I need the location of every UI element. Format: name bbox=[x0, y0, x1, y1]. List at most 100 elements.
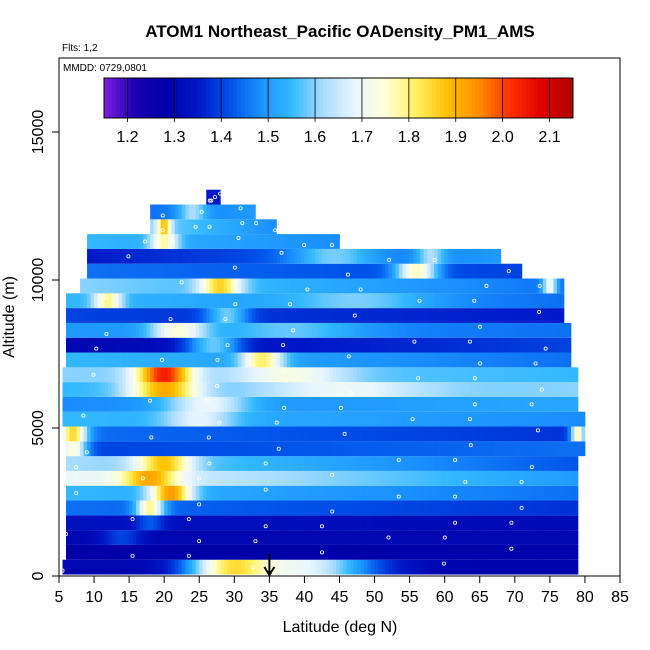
heatmap-cell bbox=[174, 470, 179, 486]
heatmap-cell bbox=[146, 293, 151, 309]
heatmap-cell bbox=[269, 441, 274, 457]
heatmap-cell bbox=[286, 308, 291, 323]
heatmap-cell bbox=[518, 263, 523, 279]
heatmap-cell bbox=[427, 426, 432, 442]
heatmap-cell bbox=[216, 485, 221, 501]
heatmap-cell bbox=[223, 234, 228, 249]
heatmap-cell bbox=[76, 441, 81, 457]
heatmap-cell bbox=[122, 411, 127, 427]
heatmap-cell bbox=[108, 485, 112, 501]
heatmap-cell bbox=[286, 530, 291, 545]
heatmap-cell bbox=[353, 322, 358, 338]
heatmap-cell bbox=[350, 500, 354, 516]
heatmap-cell bbox=[73, 441, 77, 457]
heatmap-cell bbox=[318, 500, 323, 516]
heatmap-cell bbox=[553, 426, 558, 442]
sample-marker bbox=[535, 428, 540, 433]
heatmap-cell bbox=[321, 352, 326, 368]
heatmap-cell bbox=[181, 322, 186, 338]
heatmap-cell bbox=[328, 396, 333, 412]
heatmap-cell bbox=[507, 278, 512, 294]
heatmap-cell bbox=[76, 293, 81, 309]
heatmap-cell bbox=[339, 308, 344, 323]
heatmap-cell bbox=[357, 293, 361, 309]
heatmap-cell bbox=[262, 322, 267, 338]
heatmap-cell bbox=[476, 426, 481, 442]
heatmap-cell bbox=[230, 322, 235, 338]
heatmap-cell bbox=[276, 337, 281, 353]
sample-marker bbox=[197, 502, 202, 507]
heatmap-cell bbox=[206, 426, 211, 442]
heatmap-cell bbox=[339, 441, 344, 457]
heatmap-cell bbox=[392, 456, 396, 471]
heatmap-cell bbox=[353, 441, 358, 457]
heatmap-cell bbox=[143, 248, 148, 264]
heatmap-cell bbox=[248, 308, 253, 323]
heatmap-cell bbox=[216, 456, 221, 471]
heatmap-cell bbox=[399, 367, 404, 383]
heatmap-cell bbox=[343, 352, 347, 368]
heatmap-cell bbox=[535, 352, 540, 368]
heatmap-cell bbox=[402, 352, 407, 368]
heatmap-cell bbox=[332, 544, 337, 560]
colorbar-segment bbox=[451, 78, 457, 118]
heatmap-cell bbox=[178, 234, 183, 249]
heatmap-cell bbox=[279, 278, 284, 294]
heatmap-cell bbox=[314, 470, 319, 486]
heatmap-cell bbox=[328, 485, 333, 501]
heatmap-cell bbox=[293, 322, 298, 338]
heatmap-cell bbox=[395, 278, 400, 294]
heatmap-cell bbox=[269, 530, 274, 545]
heatmap-cell bbox=[111, 382, 116, 397]
heatmap-cell bbox=[311, 559, 316, 575]
heatmap-cell bbox=[399, 530, 404, 545]
heatmap-cell bbox=[192, 293, 197, 309]
heatmap-cell bbox=[213, 278, 218, 294]
heatmap-cell bbox=[293, 367, 298, 383]
heatmap-cell bbox=[97, 530, 102, 545]
heatmap-cell bbox=[283, 470, 288, 486]
heatmap-cell bbox=[139, 367, 144, 383]
heatmap-cell bbox=[286, 441, 291, 457]
colorbar-segment bbox=[463, 78, 468, 118]
heatmap-cell bbox=[234, 263, 239, 279]
heatmap-cell bbox=[171, 559, 176, 575]
heatmap-cell bbox=[490, 248, 495, 264]
heatmap-cell bbox=[307, 263, 312, 279]
heatmap-cell bbox=[423, 485, 428, 501]
heatmap-cell bbox=[167, 204, 172, 220]
heatmap-cell bbox=[185, 308, 190, 323]
heatmap-cell bbox=[448, 530, 453, 545]
heatmap-cell bbox=[164, 500, 169, 516]
heatmap-cell bbox=[174, 515, 179, 531]
heatmap-cell bbox=[87, 248, 91, 264]
heatmap-cell bbox=[181, 204, 186, 220]
heatmap-cell bbox=[462, 441, 467, 457]
heatmap-cell bbox=[104, 544, 109, 560]
sample-marker bbox=[396, 494, 401, 499]
heatmap-cell bbox=[202, 204, 207, 220]
heatmap-cell bbox=[364, 308, 368, 323]
heatmap-cell bbox=[80, 470, 84, 486]
heatmap-cell bbox=[570, 500, 575, 516]
heatmap-cell bbox=[108, 337, 112, 353]
heatmap-cell bbox=[164, 515, 169, 531]
heatmap-cell bbox=[220, 500, 225, 516]
heatmap-cell bbox=[258, 219, 263, 235]
heatmap-cell bbox=[525, 396, 530, 412]
heatmap-cell bbox=[185, 396, 190, 412]
heatmap-cell bbox=[157, 322, 162, 338]
heatmap-cell bbox=[560, 278, 565, 294]
heatmap-cell bbox=[146, 234, 151, 249]
heatmap-cell bbox=[101, 500, 105, 516]
heatmap-cell bbox=[493, 396, 498, 412]
heatmap-cell bbox=[111, 293, 116, 309]
heatmap-cell bbox=[132, 278, 137, 294]
heatmap-cell bbox=[80, 396, 84, 412]
heatmap-cell bbox=[525, 367, 530, 383]
heatmap-cell bbox=[160, 337, 165, 353]
colorbar-segment bbox=[557, 78, 562, 118]
heatmap-cell bbox=[153, 530, 158, 545]
heatmap-cell bbox=[178, 248, 183, 264]
